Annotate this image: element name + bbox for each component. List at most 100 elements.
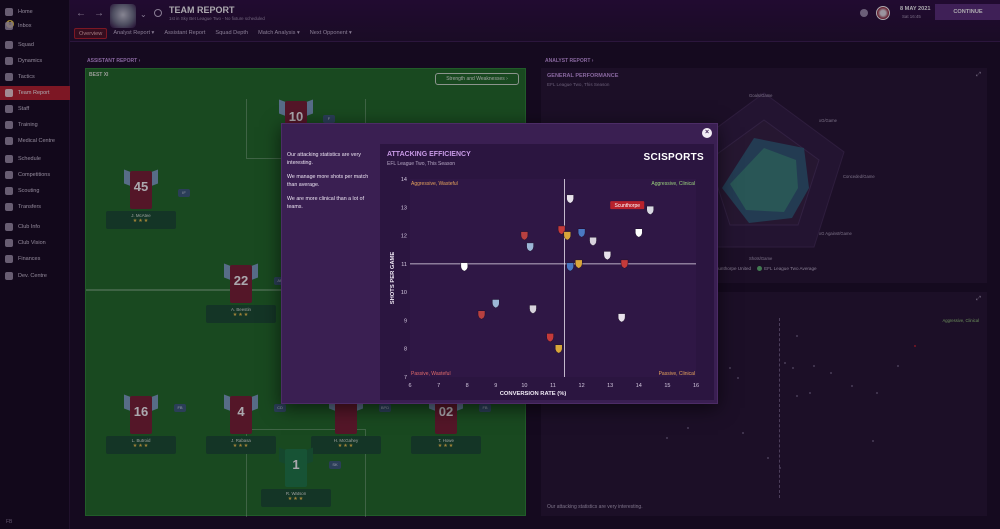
- shirt-icon: 02: [429, 394, 463, 434]
- sidebar-item-label: Inbox: [18, 23, 32, 29]
- legend-average: EFL League Two Average: [764, 266, 817, 271]
- sidebar-item-staff[interactable]: Staff: [0, 102, 70, 116]
- page-subtitle: 1st in Sky Bet League Two - No fixture s…: [169, 16, 265, 21]
- tactics-icon: [5, 73, 13, 81]
- team-crest-point[interactable]: [563, 231, 572, 241]
- preview-point: [850, 384, 853, 387]
- sidebar-item-competitions[interactable]: Competitions: [0, 168, 70, 182]
- forward-arrow-icon[interactable]: →: [94, 8, 104, 19]
- close-icon[interactable]: ×: [702, 128, 712, 138]
- team-crest-point[interactable]: [554, 344, 563, 354]
- quadrant-label-bottom-right: Passive, Clinical: [659, 371, 695, 377]
- tab-overview[interactable]: Overview: [74, 28, 108, 39]
- sidebar-item-dynamics[interactable]: Dynamics: [0, 54, 70, 68]
- player-name-card: T. Howe ★★★: [411, 436, 481, 454]
- position-badge: SK: [329, 461, 341, 469]
- sidebar-item-medical-centre[interactable]: Medical Centre: [0, 134, 70, 148]
- team-crest-point[interactable]: [577, 228, 586, 238]
- squad-icon: [5, 41, 13, 49]
- crest-icon: [566, 194, 574, 204]
- analyst-report-label[interactable]: ANALYST REPORT ›: [545, 58, 594, 64]
- sidebar-item-transfers[interactable]: Transfers: [0, 200, 70, 214]
- team-crest-point[interactable]: [546, 333, 554, 343]
- panel-subtitle: EFL League Two, This Season: [547, 82, 610, 87]
- sidebar-item-training[interactable]: Training: [0, 118, 70, 132]
- back-arrow-icon[interactable]: ←: [76, 8, 86, 19]
- sidebar-item-schedule[interactable]: Schedule: [0, 152, 70, 166]
- team-crest-point[interactable]: [566, 194, 574, 204]
- preview-point: [766, 457, 769, 459]
- shirt-icon: 1: [279, 447, 313, 487]
- team-crest-point[interactable]: [566, 262, 574, 272]
- game-date: 8 MAY 2021: [900, 6, 931, 12]
- team-crest-point[interactable]: [620, 259, 629, 269]
- crest-icon: [460, 262, 469, 272]
- preview-point: [796, 394, 799, 397]
- manager-avatar[interactable]: [876, 6, 890, 20]
- player-name: J. Rabasa: [231, 438, 251, 443]
- x-tick-label: 12: [579, 383, 585, 389]
- team-crest-point[interactable]: [526, 242, 534, 252]
- team-crest-point[interactable]: [574, 259, 583, 269]
- scatter-plot: 6 7 8 9 10 11 12 13 14 15 167891011121314CONVERSIO…: [390, 177, 699, 397]
- preview-point: [808, 392, 811, 394]
- shirt-icon: 22: [224, 263, 258, 303]
- assistant-report-label[interactable]: ASSISTANT REPORT ›: [87, 58, 141, 64]
- sidebar-item-finances[interactable]: Finances: [0, 252, 70, 266]
- y-axis-label: SHOTS PER GAME: [390, 252, 396, 305]
- sidebar-item-club-vision[interactable]: Club Vision: [0, 236, 70, 250]
- summary-line: Our attacking statistics are very intere…: [287, 152, 361, 166]
- tab-squad-depth[interactable]: Squad Depth: [215, 30, 249, 36]
- scunthorpe-point[interactable]: [646, 205, 654, 215]
- button-label: Strength and Weaknesses: [446, 76, 505, 82]
- team-crest-point[interactable]: [603, 251, 612, 261]
- legend-dot-icon: [757, 266, 763, 272]
- sidebar-item-dev-centre[interactable]: Dev. Centre: [0, 269, 70, 283]
- sidebar-item-club-info[interactable]: Club Info: [0, 220, 70, 234]
- modal-chart-panel: ATTACKING EFFICIENCY EFL League Two, Thi…: [380, 144, 714, 400]
- preview-ref-line: [779, 318, 780, 498]
- tab-next-opponent[interactable]: Next Opponent ▾: [309, 30, 352, 36]
- sidebar-item-home[interactable]: Home: [0, 5, 70, 19]
- continue-button[interactable]: CONTINUE: [935, 4, 1000, 20]
- y-tick-label: 8: [404, 347, 407, 353]
- strength-weakness-button[interactable]: Strength and Weaknesses ›: [435, 73, 519, 85]
- tab-assistant-report[interactable]: Assistant Report: [164, 30, 206, 36]
- y-tick-label: 13: [401, 205, 407, 211]
- y-tick-label: 11: [401, 262, 407, 268]
- team-crest-point[interactable]: [520, 231, 529, 241]
- team-crest-point[interactable]: [557, 225, 566, 235]
- team-crest-point[interactable]: [635, 228, 643, 238]
- team-crest-point[interactable]: [589, 236, 597, 247]
- sidebar-item-squad[interactable]: Squad: [0, 38, 70, 52]
- radar-axis-label: Shots/Game: [749, 256, 773, 261]
- highlight-label-box: [610, 201, 645, 210]
- shirt-icon: 45: [124, 169, 158, 209]
- schedule-icon: [5, 155, 13, 163]
- club-crest-icon[interactable]: [110, 4, 136, 28]
- team-crest-point[interactable]: [492, 299, 500, 309]
- player-name-card: J. Rabasa ★★★: [206, 436, 276, 454]
- search-icon[interactable]: [154, 9, 162, 17]
- y-tick-label: 14: [401, 177, 407, 183]
- team-crest-point[interactable]: [529, 304, 537, 314]
- team-crest-point[interactable]: [460, 262, 469, 272]
- tab-match-analysis[interactable]: Match Analysis ▾: [258, 30, 300, 36]
- sidebar-item-tactics[interactable]: Tactics: [0, 70, 70, 84]
- x-tick-label: 16: [693, 383, 699, 389]
- page-title: TEAM REPORT: [169, 5, 235, 15]
- chevron-down-icon[interactable]: ⌄: [140, 10, 147, 19]
- panel-title: GENERAL PERFORMANCE: [547, 73, 619, 79]
- team-crest-point[interactable]: [617, 313, 626, 323]
- sidebar-item-label: Transfers: [18, 204, 42, 210]
- sidebar-item-team-report[interactable]: Team Report: [0, 86, 70, 100]
- star-rating: ★★★: [437, 443, 455, 449]
- expand-icon[interactable]: ⤢: [976, 296, 981, 302]
- expand-icon[interactable]: ⤢: [976, 72, 981, 78]
- star-rating: ★★★: [132, 443, 150, 449]
- world-icon[interactable]: [860, 9, 868, 17]
- tab-analyst-report[interactable]: Analyst Report ▾: [113, 30, 155, 36]
- sidebar-item-scouting[interactable]: Scouting: [0, 184, 70, 198]
- sidebar-item-inbox[interactable]: Inbox: [0, 19, 70, 33]
- team-crest-point[interactable]: [477, 310, 486, 320]
